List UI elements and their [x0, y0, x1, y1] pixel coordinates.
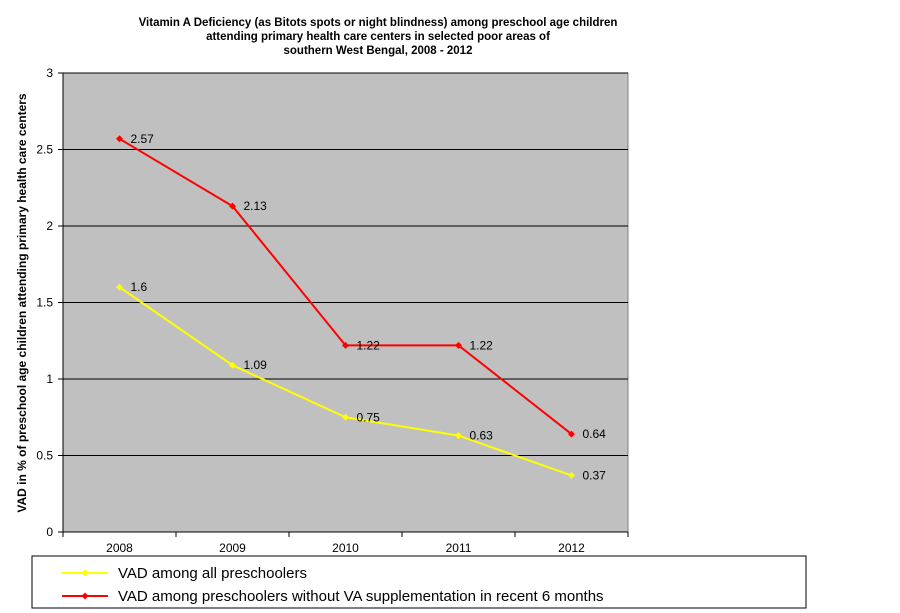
grid-lines	[63, 72, 628, 456]
legend-label: VAD among preschoolers without VA supple…	[118, 588, 604, 605]
x-tick-label: 2010	[332, 541, 359, 555]
x-tick-label: 2009	[219, 541, 246, 555]
chart-title-line-2: attending primary health care centers in…	[206, 31, 550, 43]
y-tick-label: 0	[46, 525, 53, 539]
legend-entry-0: VAD among all preschoolers	[62, 565, 307, 582]
y-tick-label: 2.5	[36, 143, 53, 157]
legend-swatch-marker	[81, 592, 89, 600]
data-label: 1.22	[357, 338, 381, 352]
legend-entry-1: VAD among preschoolers without VA supple…	[62, 588, 604, 605]
data-point-marker	[568, 430, 575, 438]
x-tick-label: 2011	[446, 541, 472, 555]
y-tick-label: 1	[46, 372, 53, 386]
chart-title-line-3: southern West Bengal, 2008 - 2012	[284, 45, 473, 57]
data-label: 1.22	[470, 338, 494, 352]
data-point-marker	[455, 432, 462, 440]
data-label: 1.6	[131, 280, 148, 294]
y-tick-label: 1.5	[36, 296, 53, 310]
data-label: 0.75	[357, 410, 381, 424]
legend-swatch-marker	[81, 569, 89, 577]
data-point-marker	[116, 283, 123, 291]
data-point-marker	[342, 413, 349, 421]
legend-label: VAD among all preschoolers	[118, 565, 307, 582]
data-label: 1.09	[244, 358, 268, 372]
legend: VAD among all preschoolers VAD among pres…	[31, 555, 807, 609]
y-tick-label: 2	[46, 219, 53, 233]
x-tick-label: 2008	[106, 541, 133, 555]
data-label: 2.13	[244, 199, 268, 213]
series-0: 1.6 1.09 0.75 0.63 0.37	[116, 280, 606, 482]
series-1: 2.57 2.13 1.22 1.22 0.64	[116, 132, 606, 441]
data-point-marker	[229, 202, 236, 210]
y-axis-label: VAD in % of preschool age children atten…	[15, 93, 29, 513]
axes: 0 0.5 1 1.5 2 2.5 3 2008 2009 2010 2011 2012	[36, 66, 629, 555]
data-point-marker	[455, 341, 462, 349]
y-tick-label: 0.5	[36, 449, 53, 463]
y-tick-label: 3	[46, 66, 53, 80]
data-point-marker	[229, 361, 236, 369]
data-point-marker	[342, 341, 349, 349]
x-tick-label: 2012	[558, 541, 585, 555]
series-group: 1.6 1.09 0.75 0.63 0.37 2.57 2.13 1.22 1.22 0.64	[116, 132, 606, 482]
chart-title-line-1: Vitamin A Deficiency (as Bitots spots or…	[139, 17, 618, 29]
legend-box	[31, 555, 807, 609]
data-label: 0.64	[583, 427, 607, 441]
data-point-marker	[116, 135, 123, 143]
data-label: 0.37	[583, 468, 607, 482]
data-point-marker	[568, 471, 575, 479]
data-label: 0.63	[470, 429, 494, 443]
data-label: 2.57	[131, 132, 155, 146]
